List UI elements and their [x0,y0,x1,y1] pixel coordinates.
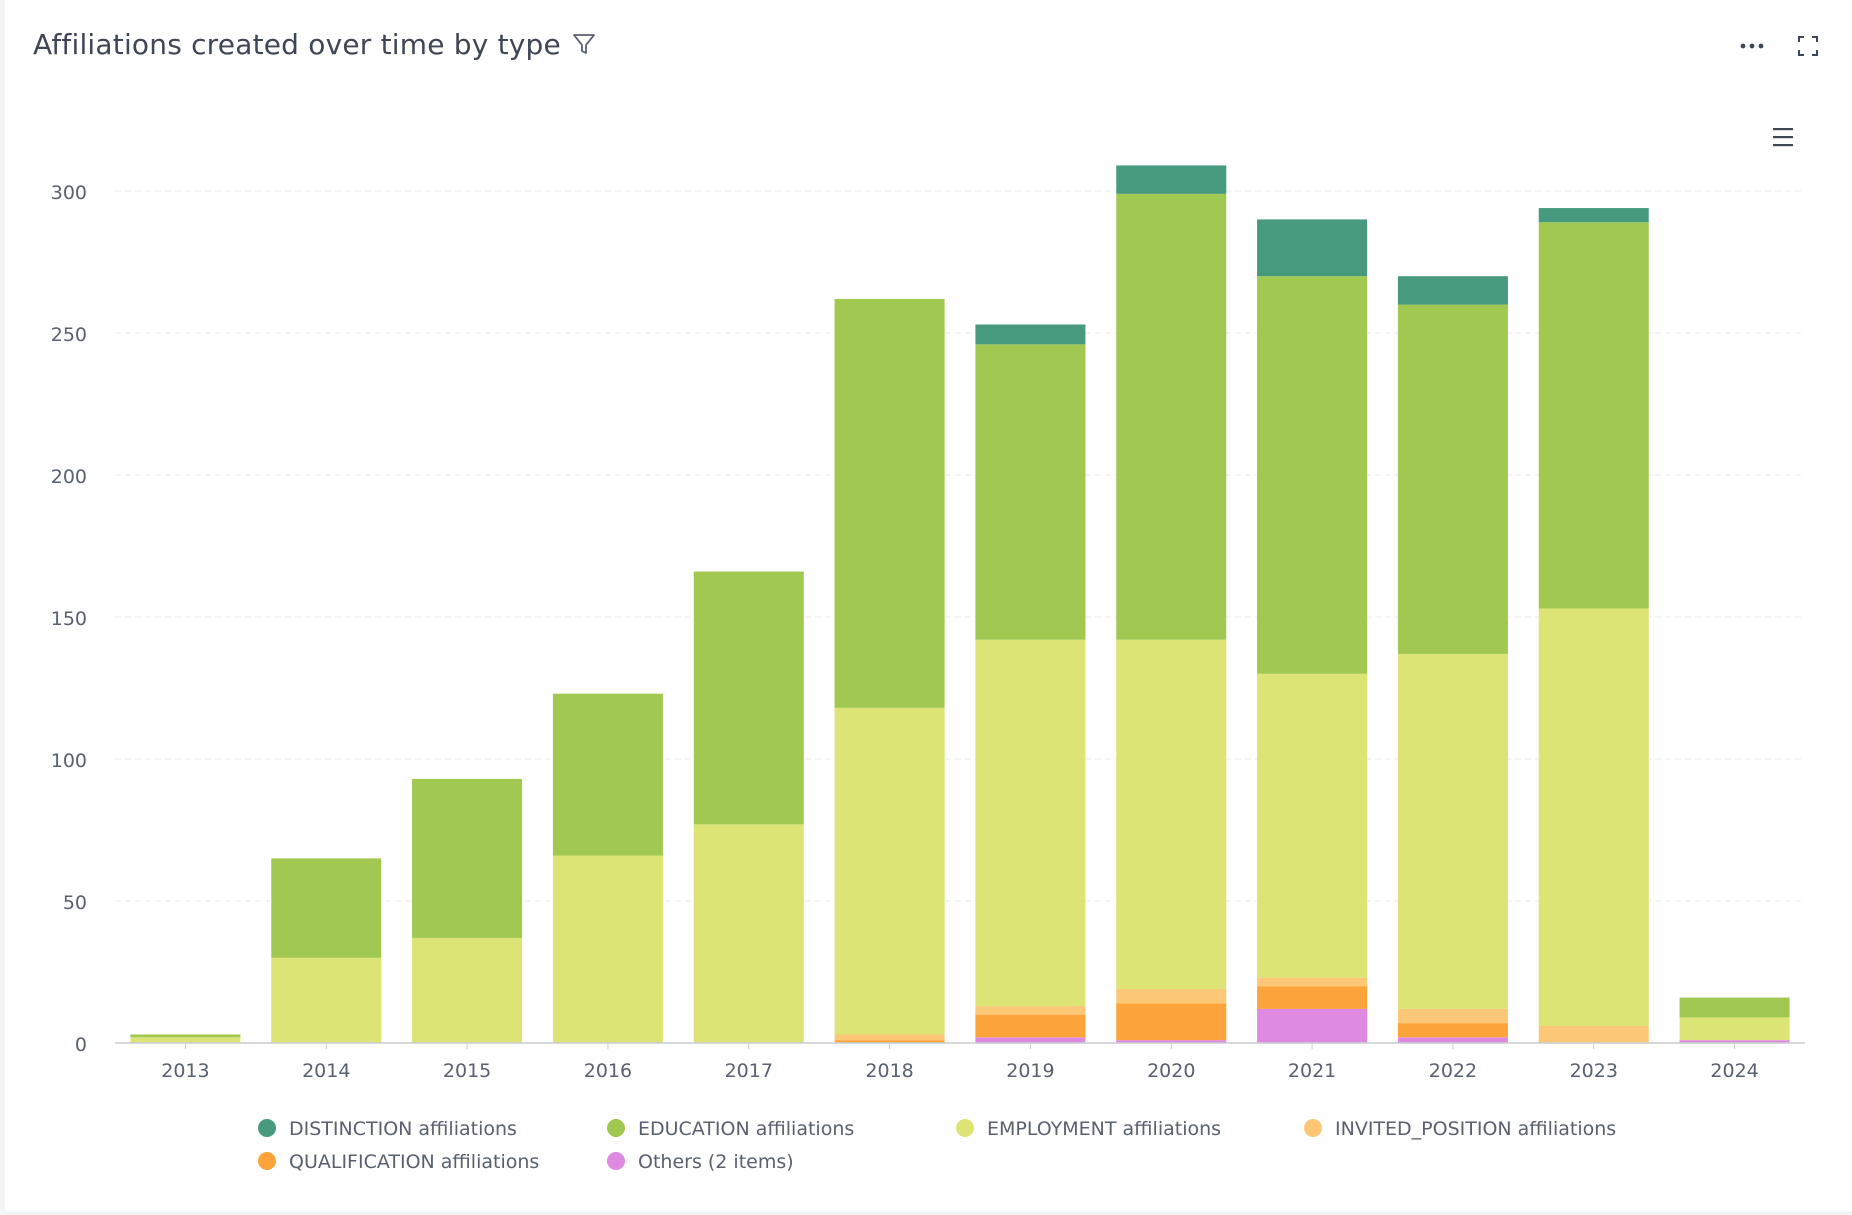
bar-employment-2021[interactable] [1257,673,1368,978]
bar-others-2020[interactable] [1116,1040,1227,1043]
bar-employment-2013[interactable] [130,1037,241,1043]
chart-title: Affiliations created over time by type [33,27,561,61]
bar-qualification-2022[interactable] [1397,1023,1508,1038]
bar-employment-2024[interactable] [1679,1017,1790,1041]
bar-education-2019[interactable] [975,344,1086,640]
bar-distinction-2022[interactable] [1397,276,1508,305]
bar-education-2024[interactable] [1679,997,1790,1018]
bar-education-2014[interactable] [271,858,382,958]
bar-others-2024[interactable] [1679,1040,1790,1043]
bar-education-2021[interactable] [1257,276,1368,674]
bar-education-2016[interactable] [552,693,663,856]
legend-marker-invited_position[interactable] [1304,1119,1322,1137]
bar-invited_position-2020[interactable] [1116,989,1227,1004]
bar-employment-2018[interactable] [834,707,945,1035]
bar-employment-2014[interactable] [271,957,382,1043]
legend-label-education[interactable]: EDUCATION affiliations [638,1118,854,1140]
legend-marker-education[interactable] [607,1119,625,1137]
y-tick-label: 200 [51,466,87,488]
x-tick-label: 2022 [1429,1060,1477,1082]
x-tick-label: 2014 [302,1060,350,1082]
x-tick-label: 2020 [1147,1060,1195,1082]
bar-distinction-2021[interactable] [1257,219,1368,277]
bar-education-2013[interactable] [130,1034,241,1038]
bar-education-2022[interactable] [1397,304,1508,654]
legend-marker-qualification[interactable] [258,1152,276,1170]
x-tick-label: 2024 [1710,1060,1758,1082]
y-tick-label: 0 [75,1034,87,1056]
x-tick-label: 2013 [161,1060,209,1082]
x-tick-label: 2017 [725,1060,773,1082]
bar-employment-2015[interactable] [412,937,523,1043]
legend-marker-distinction[interactable] [258,1119,276,1137]
bar-education-2020[interactable] [1116,193,1227,640]
bar-employment-2017[interactable] [693,824,804,1043]
x-tick-label: 2019 [1006,1060,1054,1082]
bar-invited_position-2018[interactable] [834,1034,945,1041]
bar-education-2015[interactable] [412,778,523,938]
hamburger-menu-icon-line-2[interactable] [1773,144,1793,147]
bar-others-2019[interactable] [975,1037,1086,1043]
x-tick-label: 2018 [865,1060,913,1082]
filter-icon[interactable] [571,31,597,57]
bar-qualification-2019[interactable] [975,1014,1086,1038]
bar-employment-2019[interactable] [975,639,1086,1007]
chart-card: 0 50 100 150 200 250 300 2013 2014 2015 2016 2017 20… [5,0,1852,1211]
x-tick-label: 2016 [584,1060,632,1082]
legend-label-distinction[interactable]: DISTINCTION affiliations [289,1118,517,1140]
expand-icon[interactable] [1792,30,1824,62]
legend-label-qualification[interactable]: QUALIFICATION affiliations [289,1151,539,1173]
legend-label-invited_position[interactable]: INVITED_POSITION affiliations [1335,1118,1616,1140]
y-tick-label: 150 [51,608,87,630]
legend-label-others[interactable]: Others (2 items) [638,1151,794,1173]
y-tick-label: 250 [51,324,87,346]
bar-others-2022[interactable] [1397,1037,1508,1043]
bar-distinction-2020[interactable] [1116,165,1227,194]
chart-header: Affiliations created over time by type [33,22,597,66]
bar-education-2018[interactable] [834,298,945,708]
legend-label-employment[interactable]: EMPLOYMENT affiliations [987,1118,1221,1140]
bar-invited_position-2019[interactable] [975,1006,1086,1015]
hamburger-menu-icon-line-0[interactable] [1773,128,1793,131]
bar-employment-2023[interactable] [1538,608,1649,1026]
bar-education-2023[interactable] [1538,222,1649,609]
legend-marker-employment[interactable] [956,1119,974,1137]
bar-invited_position-2021[interactable] [1257,977,1368,987]
bar-distinction-2023[interactable] [1538,208,1649,223]
bar-distinction-2019[interactable] [975,324,1086,345]
hamburger-menu-icon-line-1[interactable] [1773,136,1793,139]
bar-employment-2020[interactable] [1116,639,1227,990]
x-tick-label: 2021 [1288,1060,1336,1082]
x-tick-label: 2023 [1570,1060,1618,1082]
y-tick-label: 300 [51,182,87,204]
bar-education-2017[interactable] [693,571,804,825]
chart-area: 0 50 100 150 200 250 300 2013 2014 2015 2016 2017 20… [5,0,1852,1211]
bar-qualification-2020[interactable] [1116,1003,1227,1041]
bar-qualification-2018[interactable] [834,1040,945,1043]
y-tick-label: 100 [51,750,87,772]
chart-actions [1736,30,1824,62]
bar-invited_position-2022[interactable] [1397,1008,1508,1024]
bar-invited_position-2023[interactable] [1538,1025,1649,1043]
legend-marker-others[interactable] [607,1152,625,1170]
bar-employment-2022[interactable] [1397,653,1508,1009]
bar-qualification-2021[interactable] [1257,986,1368,1009]
bar-others-2021[interactable] [1257,1008,1368,1043]
y-tick-label: 50 [63,892,87,914]
x-tick-label: 2015 [443,1060,491,1082]
more-horizontal-icon[interactable] [1736,30,1768,62]
stacked-bar-chart: 0 50 100 150 200 250 300 2013 2014 2015 2016 2017 20… [51,128,1805,1173]
bar-employment-2016[interactable] [552,855,663,1043]
